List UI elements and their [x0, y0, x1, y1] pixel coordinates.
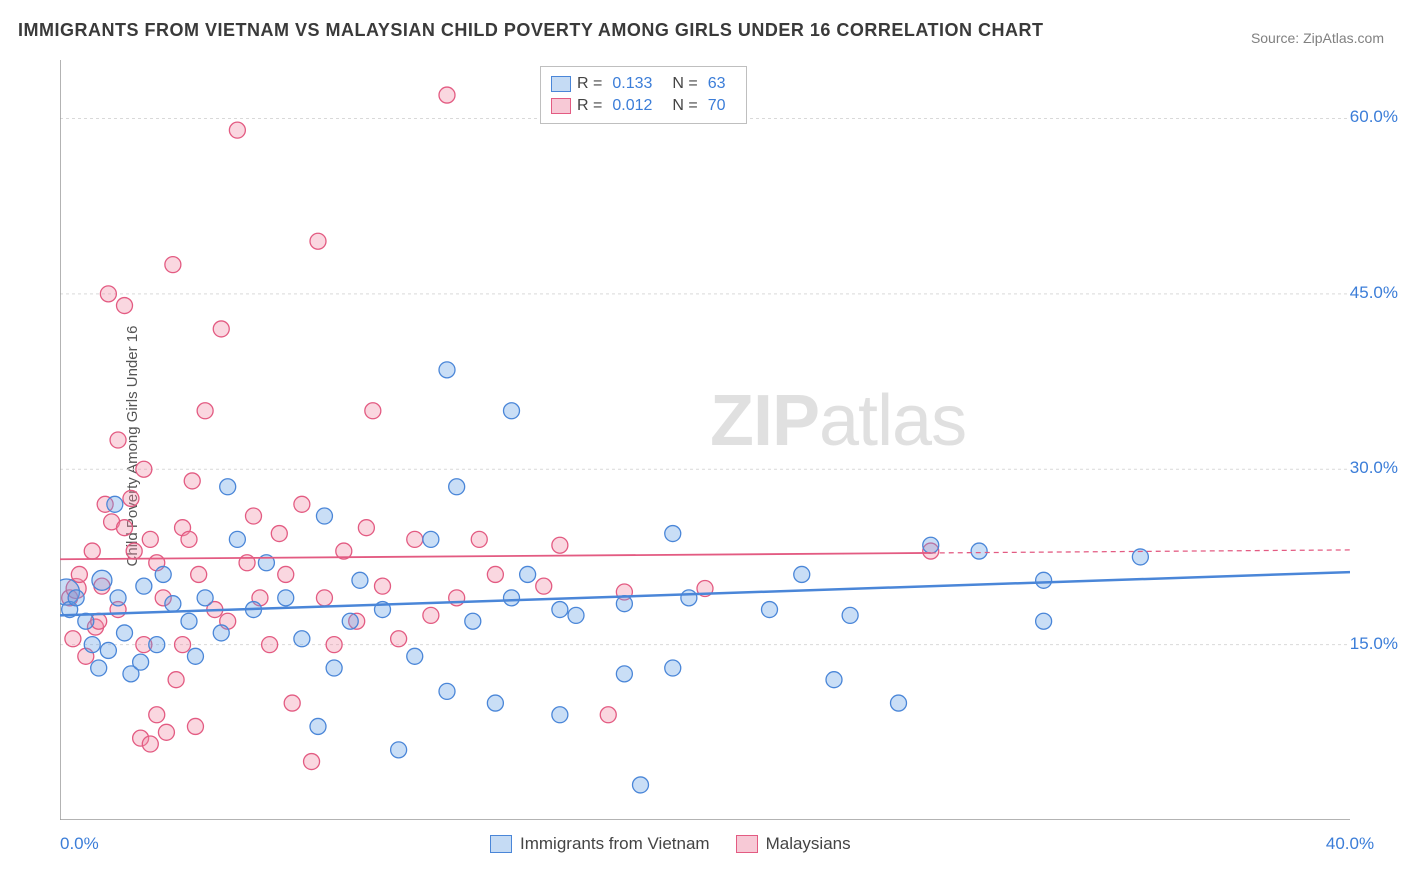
watermark-bold: ZIP	[710, 381, 819, 461]
legend-n-label: N =	[672, 73, 697, 95]
legend-swatch	[551, 76, 571, 92]
legend-correlation-row: R = 0.012 N = 70	[551, 95, 730, 117]
tick-label: 30.0%	[1350, 458, 1398, 478]
tick-label: 15.0%	[1350, 634, 1398, 654]
tick-label: 40.0%	[1326, 834, 1374, 854]
legend-swatch	[490, 835, 512, 853]
legend-series: Immigrants from Vietnam Malaysians	[490, 834, 851, 854]
legend-r-label: R =	[577, 95, 602, 117]
legend-n-value: 70	[704, 95, 730, 117]
source-prefix: Source:	[1251, 30, 1303, 46]
legend-r-value: 0.012	[608, 95, 656, 117]
tick-label: 0.0%	[60, 834, 99, 854]
legend-n-value: 63	[704, 73, 730, 95]
legend-r-label: R =	[577, 73, 602, 95]
legend-series-item: Malaysians	[736, 834, 851, 854]
watermark: ZIPatlas	[710, 380, 966, 462]
watermark-light: atlas	[819, 381, 966, 461]
legend-r-value: 0.133	[608, 73, 656, 95]
legend-series-label: Immigrants from Vietnam	[520, 834, 710, 854]
chart-title: IMMIGRANTS FROM VIETNAM VS MALAYSIAN CHI…	[18, 20, 1044, 41]
legend-n-label: N =	[672, 95, 697, 117]
tick-label: 60.0%	[1350, 107, 1398, 127]
plot-area	[60, 60, 1350, 820]
legend-swatch	[736, 835, 758, 853]
legend-correlation: R = 0.133 N = 63 R = 0.012 N = 70	[540, 66, 747, 124]
source-attribution: Source: ZipAtlas.com	[1251, 30, 1384, 46]
legend-series-item: Immigrants from Vietnam	[490, 834, 710, 854]
source-link[interactable]: ZipAtlas.com	[1303, 30, 1384, 46]
scatter-svg	[60, 60, 1350, 820]
chart-container: IMMIGRANTS FROM VIETNAM VS MALAYSIAN CHI…	[0, 0, 1406, 892]
legend-series-label: Malaysians	[766, 834, 851, 854]
tick-label: 45.0%	[1350, 283, 1398, 303]
legend-swatch	[551, 98, 571, 114]
legend-correlation-row: R = 0.133 N = 63	[551, 73, 730, 95]
